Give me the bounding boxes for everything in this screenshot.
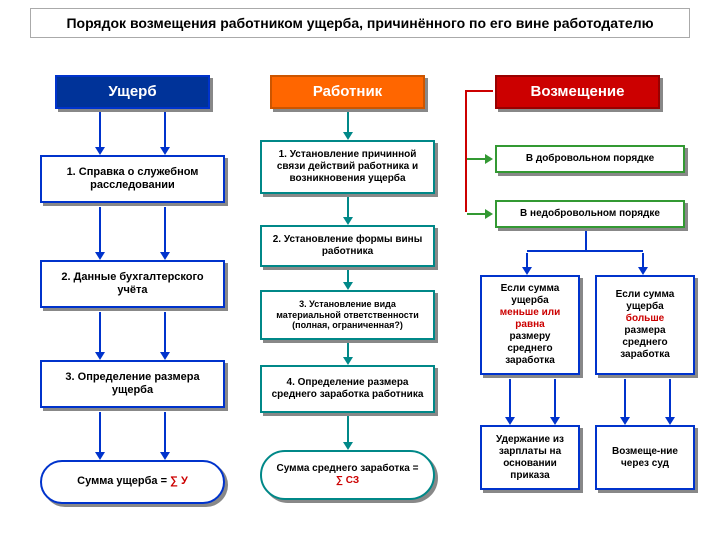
col3-box1: В добровольном порядке: [495, 145, 685, 173]
arrow-icon: [95, 352, 105, 360]
arrow-icon: [343, 282, 353, 290]
col3-box2: В недобровольном порядке: [495, 200, 685, 228]
sum-salary-label: Сумма среднего заработка =: [277, 463, 419, 475]
arrow-icon: [160, 252, 170, 260]
arrow-icon: [343, 442, 353, 450]
arrow-icon: [343, 357, 353, 365]
col3-b4-l3: размера среднего заработка: [601, 325, 689, 361]
col2-box2: 2. Установление формы вины работника: [260, 225, 435, 267]
connector-line: [585, 231, 587, 251]
arrow-icon: [550, 417, 560, 425]
col3-b4-red: больше: [626, 313, 664, 325]
sum-salary-value: ∑ СЗ: [336, 475, 359, 487]
arrow-icon: [638, 267, 648, 275]
col2-box5: Сумма среднего заработка = ∑ СЗ: [260, 450, 435, 500]
arrow-icon: [95, 252, 105, 260]
col3-b3-l1: Если сумма ущерба: [486, 283, 574, 307]
arrow-icon: [95, 147, 105, 155]
col3-box6: Возмеще-ние через суд: [595, 425, 695, 490]
arrow-icon: [620, 417, 630, 425]
connector-line: [465, 90, 467, 212]
col1-box3: 3. Определение размера ущерба: [40, 360, 225, 408]
arrow-icon: [343, 132, 353, 140]
arrow-icon: [505, 417, 515, 425]
arrow-icon: [160, 147, 170, 155]
arrow-icon: [522, 267, 532, 275]
col3-b4-l1: Если сумма ущерба: [601, 289, 689, 313]
sum-damage-label: Сумма ущерба =: [77, 475, 170, 487]
col2-box1: 1. Установление причинной связи действий…: [260, 140, 435, 194]
title: Порядок возмещения работником ущерба, пр…: [30, 8, 690, 38]
header-compensation: Возмещение: [495, 75, 660, 109]
arrow-icon: [665, 417, 675, 425]
col1-box1: 1. Справка о служебном расследовании: [40, 155, 225, 203]
connector-line: [465, 90, 493, 92]
col3-b3-red: меньше или равна: [486, 307, 574, 331]
arrow-icon: [343, 217, 353, 225]
col1-box4: Сумма ущерба = ∑ У: [40, 460, 225, 504]
sum-damage-value: ∑ У: [170, 475, 188, 487]
header-damage: Ущерб: [55, 75, 210, 109]
col3-box3: Если сумма ущерба меньше или равна разме…: [480, 275, 580, 375]
col3-box4: Если сумма ущерба больше размера среднег…: [595, 275, 695, 375]
col1-box2: 2. Данные бухгалтерского учёта: [40, 260, 225, 308]
col3-box5: Удержание из зарплаты на основании прика…: [480, 425, 580, 490]
arrow-icon: [160, 452, 170, 460]
arrow-icon: [485, 154, 493, 164]
col2-box3: 3. Установление вида материальной ответс…: [260, 290, 435, 340]
col2-box4: 4. Определение размера среднего заработк…: [260, 365, 435, 413]
col3-b3-l3: размеру среднего заработка: [486, 331, 574, 367]
header-employee: Работник: [270, 75, 425, 109]
arrow-icon: [160, 352, 170, 360]
connector-line: [527, 250, 643, 252]
arrow-icon: [485, 209, 493, 219]
arrow-icon: [95, 452, 105, 460]
